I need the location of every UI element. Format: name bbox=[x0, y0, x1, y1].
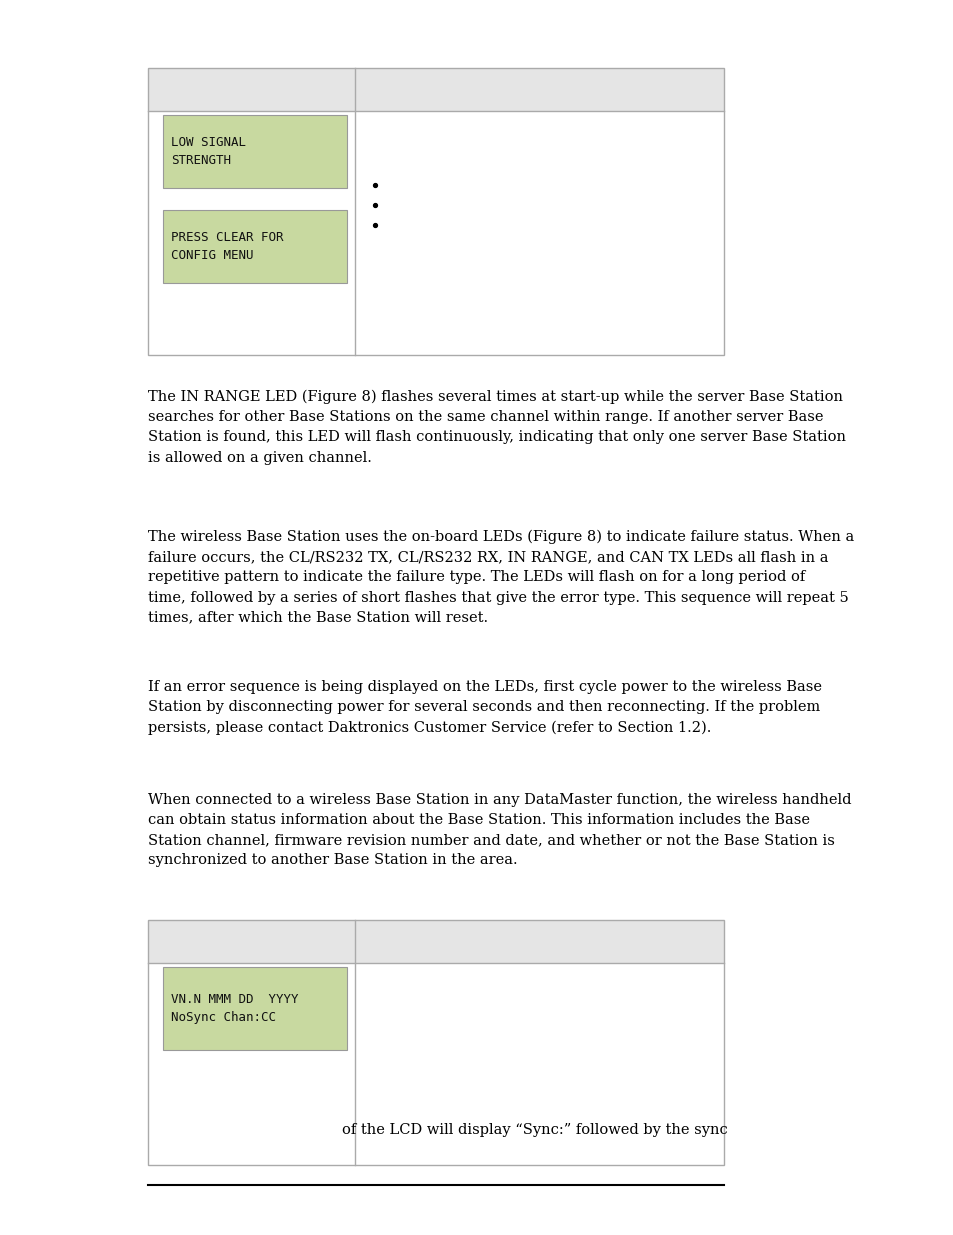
Text: PRESS CLEAR FOR
CONFIG MENU: PRESS CLEAR FOR CONFIG MENU bbox=[171, 231, 283, 262]
Text: VN.N MMM DD  YYYY
NoSync Chan:CC: VN.N MMM DD YYYY NoSync Chan:CC bbox=[171, 993, 298, 1024]
Bar bbox=[148, 920, 723, 1165]
Bar bbox=[163, 210, 347, 283]
Text: The IN RANGE LED (⁠Figure 8⁠) flashes several times at start-up while the server: The IN RANGE LED (⁠Figure 8⁠) flashes se… bbox=[148, 390, 845, 464]
Bar bbox=[163, 115, 347, 188]
Bar bbox=[148, 68, 723, 354]
Text: of the LCD will display “Sync:” followed by the sync: of the LCD will display “Sync:” followed… bbox=[342, 1123, 727, 1137]
Text: If an error sequence is being displayed on the LEDs, first cycle power to the wi: If an error sequence is being displayed … bbox=[148, 680, 821, 735]
Bar bbox=[148, 68, 723, 111]
Bar bbox=[148, 963, 723, 1165]
Bar bbox=[163, 967, 347, 1050]
Text: LOW SIGNAL
STRENGTH: LOW SIGNAL STRENGTH bbox=[171, 136, 246, 167]
Bar bbox=[148, 111, 723, 354]
Bar bbox=[148, 920, 723, 963]
Text: The wireless Base Station uses the on-board LEDs (⁠Figure 8⁠) to indicate failur: The wireless Base Station uses the on-bo… bbox=[148, 530, 853, 625]
Text: When connected to a wireless Base Station in any DataMaster function, the wirele: When connected to a wireless Base Statio… bbox=[148, 793, 851, 867]
